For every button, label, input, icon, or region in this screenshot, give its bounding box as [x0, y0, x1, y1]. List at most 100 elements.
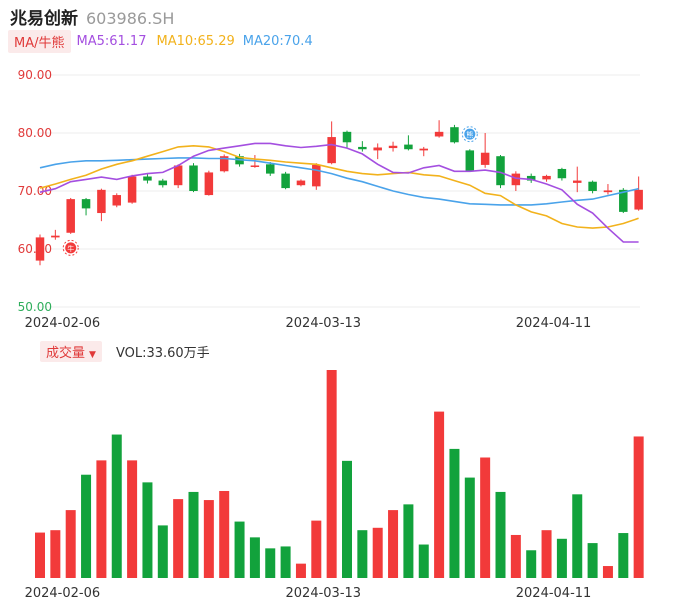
candle-body	[112, 195, 121, 206]
volume-bar	[65, 510, 76, 578]
candle-body	[296, 180, 306, 186]
y-tick-label: 80.00	[18, 126, 52, 140]
volume-bar	[50, 530, 61, 578]
candle-body	[634, 189, 643, 210]
volume-bar	[510, 534, 521, 578]
volume-bar	[587, 543, 598, 578]
candle-body	[127, 176, 137, 203]
volume-bar	[326, 370, 337, 578]
candle-body	[480, 152, 490, 165]
volume-bar	[96, 460, 107, 578]
candle-body	[51, 235, 60, 238]
volume-bar	[495, 491, 506, 578]
volume-tag-label: 成交量	[46, 345, 86, 361]
bear-marker: 熊	[461, 126, 478, 143]
volume-bar	[372, 527, 383, 578]
marker-dot	[65, 242, 77, 254]
ma5-legend: MA5:61.17	[76, 33, 147, 49]
candle-body	[542, 175, 551, 180]
candle-body	[342, 131, 352, 143]
candle-body	[526, 175, 536, 181]
candle-body	[219, 156, 229, 172]
price-x-tick-label: 2024-03-13	[286, 316, 362, 331]
volume-bar	[234, 521, 245, 578]
candle-body	[419, 148, 428, 151]
candle-body	[312, 164, 321, 187]
volume-bar	[556, 538, 567, 578]
candle-body	[588, 181, 597, 191]
marker-ring	[62, 239, 79, 256]
candle-body	[373, 147, 382, 151]
candle-body	[511, 173, 521, 186]
volume-bar	[618, 533, 629, 578]
candle-body	[450, 127, 459, 143]
volume-bar	[81, 474, 92, 578]
candle-body	[266, 164, 275, 174]
candle-body	[619, 189, 628, 212]
volume-bar	[541, 530, 552, 578]
volume-bar	[449, 448, 460, 578]
volume-bar	[434, 411, 445, 578]
volume-bar	[157, 525, 168, 578]
volume-bar	[127, 460, 138, 578]
volume-bar	[249, 537, 260, 578]
stock-code: 603986.SH	[86, 9, 175, 28]
volume-bar	[173, 499, 184, 578]
candle-body	[250, 165, 260, 167]
ma5-line	[39, 142, 639, 243]
volume-bar	[633, 436, 644, 578]
candle-body	[143, 176, 152, 181]
volume-bar	[111, 434, 122, 578]
marker-label: 熊	[466, 130, 473, 139]
candle-body	[173, 165, 183, 186]
candle-body	[388, 145, 398, 149]
ma20-line	[39, 157, 639, 206]
y-tick-label: 50.00	[18, 300, 52, 314]
volume-bar	[142, 482, 153, 578]
volume-bar	[418, 544, 429, 578]
volume-bar	[572, 494, 583, 578]
volume-bar	[188, 491, 199, 578]
candle-body	[465, 150, 475, 171]
volume-bar	[526, 550, 537, 578]
caret-down-icon: ▼	[89, 349, 96, 360]
candle-body	[281, 173, 290, 189]
candle-body	[404, 144, 413, 150]
ma10-line	[39, 144, 639, 229]
candle-body	[81, 199, 91, 209]
candle-body	[573, 180, 582, 183]
candle-body	[557, 168, 567, 179]
volume-x-tick-label: 2024-03-13	[286, 586, 362, 601]
y-tick-label: 90.00	[18, 68, 52, 82]
volume-legend: 成交量 ▼ VOL:33.60万手	[40, 340, 210, 362]
candle-body	[434, 131, 444, 137]
marker-dot	[464, 128, 476, 140]
volume-x-tick-label: 2024-04-11	[516, 586, 592, 601]
volume-bar	[311, 520, 322, 578]
volume-bar	[35, 532, 45, 578]
y-tick-label: 60.00	[18, 242, 52, 256]
ma-type-selector[interactable]: MA/牛熊	[8, 29, 71, 53]
ma20-legend: MA20:70.4	[242, 33, 313, 49]
ma-legend: MA/牛熊 MA5:61.17 MA10:65.29 MA20:70.4	[8, 29, 313, 53]
volume-bar	[403, 504, 414, 578]
ma10-legend: MA10:65.29	[156, 33, 235, 49]
volume-bar	[464, 477, 475, 578]
marker-label: 牛	[67, 244, 74, 253]
volume-indicator-selector[interactable]: 成交量 ▼	[40, 340, 102, 362]
title-row: 兆易创新 603986.SH	[10, 4, 175, 29]
price-x-tick-label: 2024-02-06	[25, 316, 101, 331]
candle-body	[158, 180, 168, 186]
volume-bar	[480, 457, 491, 578]
volume-x-tick-label: 2024-02-06	[25, 586, 101, 601]
marker-ring	[461, 126, 478, 143]
volume-bar	[203, 500, 214, 578]
candle-body	[66, 199, 75, 233]
volume-bar	[388, 510, 399, 578]
volume-bar	[357, 530, 368, 578]
candle-body	[204, 172, 214, 196]
candle-body	[97, 189, 106, 214]
candle-body	[35, 237, 45, 261]
stock-name: 兆易创新	[10, 9, 78, 29]
